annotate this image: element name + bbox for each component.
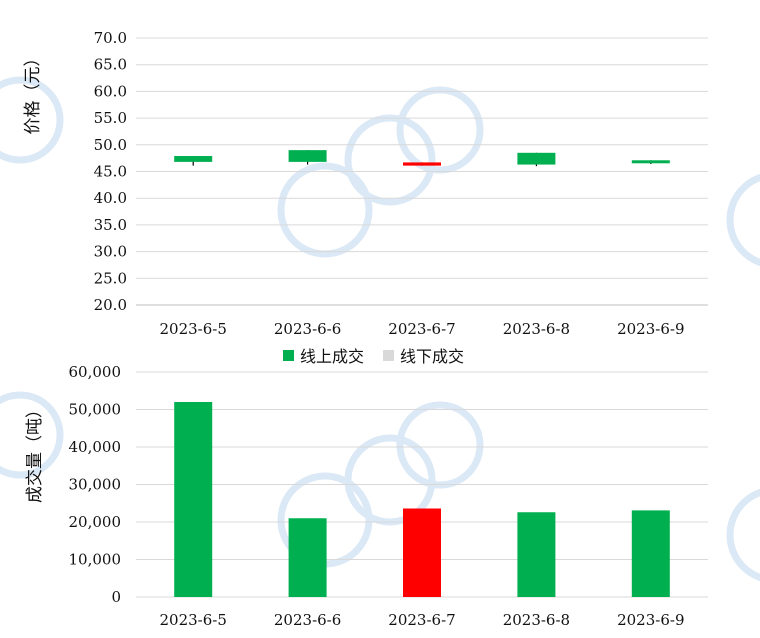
y-tick-label: 60,000 [69, 363, 122, 381]
y-tick-label: 60.0 [94, 82, 127, 100]
legend-swatch [383, 350, 394, 361]
watermark-ring [344, 114, 436, 206]
volume-chart: 60,000 50,000 40,000 30,000 20,000 10,000 0 202… [25, 347, 708, 629]
y-tick-label: 45.0 [94, 163, 127, 181]
volume-bar [631, 510, 670, 597]
legend-label: 线上成交 [300, 347, 364, 366]
y-tick-label: 50,000 [69, 401, 122, 419]
watermark-ring [726, 488, 760, 582]
candle-body [288, 150, 327, 162]
volume-bar [174, 402, 213, 597]
y-tick-label: 10,000 [69, 551, 122, 569]
y-tick-label: 30,000 [69, 476, 122, 494]
watermark-ring [277, 162, 373, 258]
watermark-ring [0, 76, 64, 164]
y-tick-label: 25.0 [94, 269, 127, 287]
y-tick-label: 30.0 [94, 243, 127, 261]
y-tick-label: 20.0 [94, 296, 127, 314]
legend-swatch [283, 350, 294, 361]
x-tick-label: 2023-6-9 [617, 320, 684, 338]
y-tick-label: 70.0 [94, 29, 127, 47]
watermark-ring [726, 173, 760, 267]
y-axis-title: 成交量（吨） [25, 401, 45, 503]
y-tick-label: 0 [111, 588, 121, 606]
candle-body [631, 160, 670, 164]
x-tick-label: 2023-6-6 [274, 320, 341, 338]
y-tick-label: 65.0 [94, 56, 127, 74]
x-tick-label: 2023-6-8 [503, 320, 570, 338]
candle-body [517, 152, 556, 165]
x-tick-label: 2023-6-6 [274, 611, 341, 629]
candle-body [174, 156, 213, 162]
volume-bar [517, 512, 556, 597]
watermark-ring [396, 86, 484, 174]
x-tick-label: 2023-6-7 [388, 611, 455, 629]
volume-bar [403, 508, 441, 597]
legend-label: 线下成交 [400, 347, 464, 366]
volume-bar [288, 518, 327, 597]
x-tick-label: 2023-6-9 [617, 611, 684, 629]
x-tick-label: 2023-6-7 [388, 320, 455, 338]
watermark-ring [0, 391, 64, 479]
y-axis-title: 价格（元） [23, 50, 43, 135]
price-chart: 70.0 65.0 60.0 55.0 50.0 45.0 40.0 35.0 30.0 25.0… [23, 29, 708, 338]
y-tick-label: 50.0 [94, 136, 127, 154]
y-tick-label: 40,000 [69, 438, 122, 456]
x-tick-label: 2023-6-8 [503, 611, 570, 629]
x-tick-label: 2023-6-5 [159, 320, 226, 338]
y-tick-label: 20,000 [69, 513, 122, 531]
y-tick-label: 40.0 [94, 189, 127, 207]
candle-body [403, 162, 441, 166]
y-tick-label: 35.0 [94, 216, 127, 234]
y-tick-label: 55.0 [94, 109, 127, 127]
x-tick-label: 2023-6-5 [159, 611, 226, 629]
